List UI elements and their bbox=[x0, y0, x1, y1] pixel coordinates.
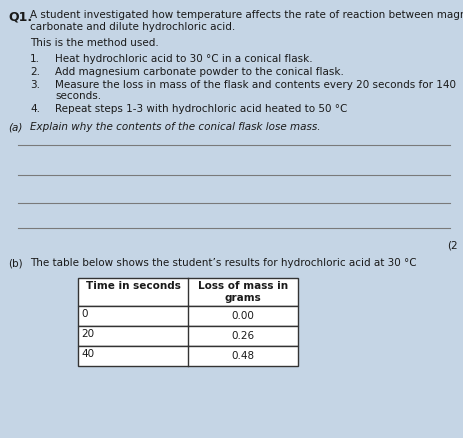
Text: Heat hydrochloric acid to 30 °C in a conical flask.: Heat hydrochloric acid to 30 °C in a con… bbox=[55, 54, 313, 64]
Text: 0.00: 0.00 bbox=[232, 311, 255, 321]
Bar bbox=[78, 326, 298, 346]
Text: (b): (b) bbox=[8, 258, 23, 268]
Text: 0.48: 0.48 bbox=[232, 351, 255, 361]
Text: 4.: 4. bbox=[30, 104, 40, 114]
Text: 20: 20 bbox=[81, 329, 94, 339]
Text: 0.26: 0.26 bbox=[232, 331, 255, 341]
Text: seconds.: seconds. bbox=[55, 91, 101, 101]
Bar bbox=[78, 278, 298, 306]
Text: Measure the loss in mass of the flask and contents every 20 seconds for 140: Measure the loss in mass of the flask an… bbox=[55, 80, 456, 90]
Text: 40: 40 bbox=[81, 349, 94, 359]
Text: (a): (a) bbox=[8, 122, 22, 132]
Text: (2: (2 bbox=[447, 240, 458, 250]
Bar bbox=[78, 346, 298, 366]
Text: carbonate and dilute hydrochloric acid.: carbonate and dilute hydrochloric acid. bbox=[30, 22, 235, 32]
Text: This is the method used.: This is the method used. bbox=[30, 38, 159, 48]
Text: Q1.: Q1. bbox=[8, 10, 32, 23]
Text: A student investigated how temperature affects the rate of reaction between magn: A student investigated how temperature a… bbox=[30, 10, 463, 20]
Text: 1.: 1. bbox=[30, 54, 40, 64]
Text: 0: 0 bbox=[81, 309, 88, 319]
Text: Loss of mass in
grams: Loss of mass in grams bbox=[198, 281, 288, 304]
Text: Repeat steps 1-3 with hydrochloric acid heated to 50 °C: Repeat steps 1-3 with hydrochloric acid … bbox=[55, 104, 347, 114]
Text: 2.: 2. bbox=[30, 67, 40, 77]
Text: Add magnesium carbonate powder to the conical flask.: Add magnesium carbonate powder to the co… bbox=[55, 67, 344, 77]
Text: Time in seconds: Time in seconds bbox=[86, 281, 181, 291]
Text: Explain why the contents of the conical flask lose mass.: Explain why the contents of the conical … bbox=[30, 122, 320, 132]
Bar bbox=[78, 306, 298, 326]
Text: The table below shows the student’s results for hydrochloric acid at 30 °C: The table below shows the student’s resu… bbox=[30, 258, 417, 268]
Text: 3.: 3. bbox=[30, 80, 40, 90]
